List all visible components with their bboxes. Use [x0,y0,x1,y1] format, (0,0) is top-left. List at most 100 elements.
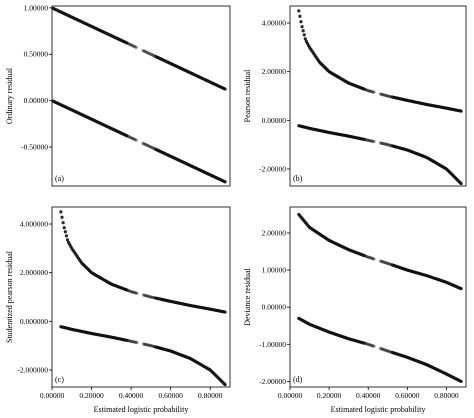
data-point [366,89,371,93]
data-point [129,43,134,47]
data-point [368,343,372,347]
data-point [384,261,388,265]
data-point [126,134,130,138]
data-point [372,90,376,94]
data-point [142,142,146,146]
data-point [302,33,306,37]
panel-label: (d) [293,375,303,384]
panel-label: (c) [55,375,64,384]
data-point [365,88,370,92]
data-point [364,342,368,346]
x-tick-label: 0.40000 [356,391,381,400]
data-point [133,340,137,344]
data-point [387,94,391,98]
data-point [143,342,147,346]
panel-3: 4.000000 2.000000 0.000000 -2.000000 0.00000… [5,206,231,414]
plot-frame [289,5,467,187]
x-tick-label: 0.80000 [434,391,459,400]
data-point [141,141,145,145]
data-point [368,138,372,143]
data-point [370,139,374,143]
x-tick-label: 0.80000 [198,391,223,400]
y-tick-label: 1.00000 [262,266,287,275]
series-1 [59,210,227,314]
data-point [381,141,385,146]
data-point [372,257,376,261]
data-point [141,342,146,346]
data-point [125,338,129,343]
y-tick-label: 4.000000 [20,220,48,229]
data-point [148,52,152,56]
data-point [385,142,389,147]
data-point [130,290,135,294]
data-point [385,94,389,98]
data-point [146,51,150,55]
y-tick-label: 2.000000 [20,268,48,277]
data-point [366,138,371,142]
data-point [382,142,386,146]
data-point [143,293,147,297]
data-point [132,44,136,48]
data-point [134,138,138,142]
data-point [134,291,138,295]
data-point [365,138,370,142]
data-point [363,138,367,142]
data-point [223,310,227,314]
data-point [127,42,131,46]
data-point [378,259,383,263]
data-point [147,343,151,347]
data-point [130,339,135,344]
data-point [129,290,134,294]
y-tick-label: -2.00000 [259,377,286,386]
data-point [223,382,227,387]
y-tick-label: 0.00000 [262,116,287,125]
data-point [144,294,148,298]
y-tick-label: 0.00000 [24,96,49,105]
data-point [127,289,131,293]
y-tick-label: 0.00000 [262,303,287,312]
x-tick-label: 0.60000 [395,391,420,400]
data-point [141,48,145,53]
data-point [134,340,138,344]
panel-label: (b) [293,174,303,183]
data-point [125,134,129,138]
data-point [381,347,385,351]
panel-label: (a) [55,174,64,183]
data-point [149,344,153,348]
data-point [131,136,135,141]
data-point [133,45,137,49]
x-axis-label: Estimated logistic probability [331,405,426,414]
data-point [126,339,130,343]
data-point [125,41,129,45]
y-tick-label: 4.00000 [262,19,287,28]
x-tick-label: 0.60000 [158,391,183,400]
x-tick-label: 0.00000 [278,391,303,400]
data-point [382,260,386,264]
data-point [127,339,131,343]
data-point [362,137,366,142]
data-point [369,89,373,93]
data-point [381,260,385,264]
y-axis-label: Pearson residual [243,69,252,122]
data-point [363,341,367,346]
y-tick-label: 2.00000 [262,228,287,237]
data-point [132,137,136,141]
data-point [363,254,367,258]
data-point [128,289,132,293]
data-point [65,238,70,242]
data-point [370,256,374,260]
data-point [386,94,390,98]
data-point [362,341,366,345]
data-point [145,294,149,298]
data-point [378,346,383,351]
data-point [387,262,391,266]
data-point [132,290,136,294]
panel-2: 4.00000 2.00000 0.00000 -2.00000 Pearson res… [243,5,467,187]
data-point [363,87,367,92]
data-point [147,144,151,148]
data-point [366,255,371,259]
series-2 [51,99,227,184]
data-point [148,295,152,299]
y-tick-label: 2.00000 [262,67,287,76]
data-point [364,88,368,92]
